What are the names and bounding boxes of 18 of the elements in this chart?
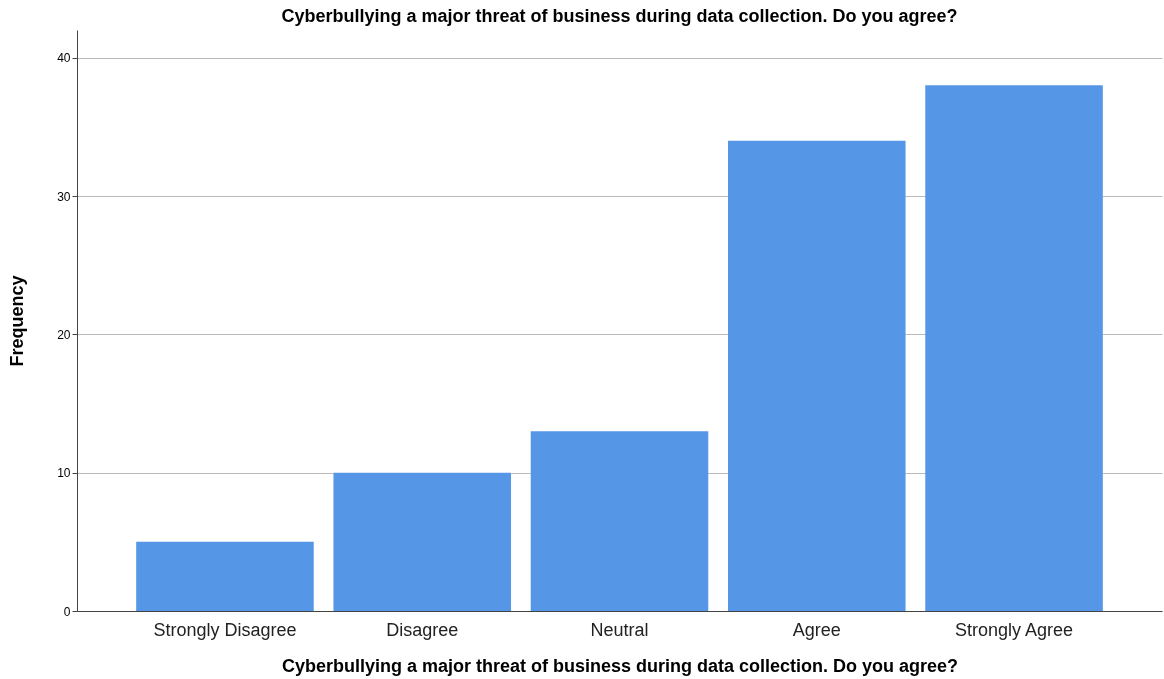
bar xyxy=(925,85,1103,611)
y-axis-title: Frequency xyxy=(7,275,28,367)
y-tick-label: 30 xyxy=(57,189,71,204)
x-tick-label: Agree xyxy=(792,619,841,640)
x-axis-title: Cyberbullying a major threat of business during data collection. Do you agree? xyxy=(281,655,959,676)
x-tick-label: Strongly Disagree xyxy=(153,619,297,640)
bar xyxy=(530,431,709,611)
y-tick-label: 20 xyxy=(57,327,71,342)
y-tick-label: 40 xyxy=(57,51,71,66)
x-tick-label: Neutral xyxy=(590,619,649,640)
y-tick-label: 0 xyxy=(63,604,71,619)
x-tick-label: Strongly Agree xyxy=(955,619,1074,640)
chart-title: Cyberbullying a major threat of business during data collection. Do you agree? xyxy=(281,6,958,26)
bar xyxy=(136,541,314,611)
bar xyxy=(333,472,511,611)
bar xyxy=(728,140,906,611)
y-tick-label: 10 xyxy=(57,466,71,481)
x-tick-label: Disagree xyxy=(386,619,459,640)
